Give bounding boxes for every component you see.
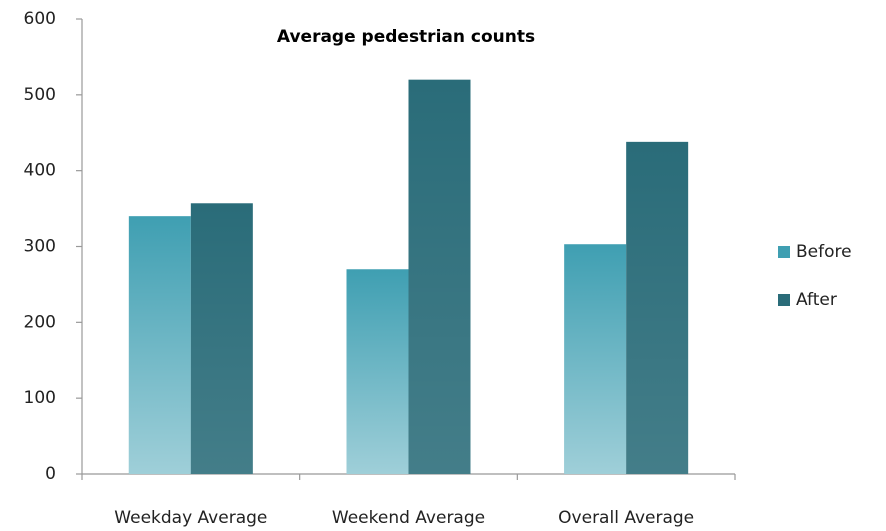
x-tick-label: Weekend Average bbox=[332, 508, 485, 528]
x-tick-label: Weekday Average bbox=[114, 508, 267, 528]
chart-title: Average pedestrian counts bbox=[277, 27, 535, 47]
bar bbox=[626, 141, 689, 474]
y-tick-label: 200 bbox=[24, 312, 56, 332]
y-tick-label: 100 bbox=[24, 388, 56, 408]
legend-swatch bbox=[778, 246, 790, 258]
bar bbox=[128, 216, 191, 474]
y-tick-label: 500 bbox=[24, 85, 56, 105]
legend-label: After bbox=[796, 290, 837, 310]
legend-label: Before bbox=[796, 242, 852, 262]
x-tick-label: Overall Average bbox=[558, 508, 694, 528]
y-tick-label: 300 bbox=[24, 237, 56, 257]
bar bbox=[346, 269, 409, 474]
bar bbox=[408, 79, 471, 475]
y-tick-label: 0 bbox=[45, 464, 56, 484]
y-tick-label: 600 bbox=[24, 9, 56, 29]
legend-swatch bbox=[778, 294, 790, 306]
bar bbox=[564, 244, 627, 474]
bar bbox=[190, 203, 253, 474]
y-tick-label: 400 bbox=[24, 161, 56, 181]
